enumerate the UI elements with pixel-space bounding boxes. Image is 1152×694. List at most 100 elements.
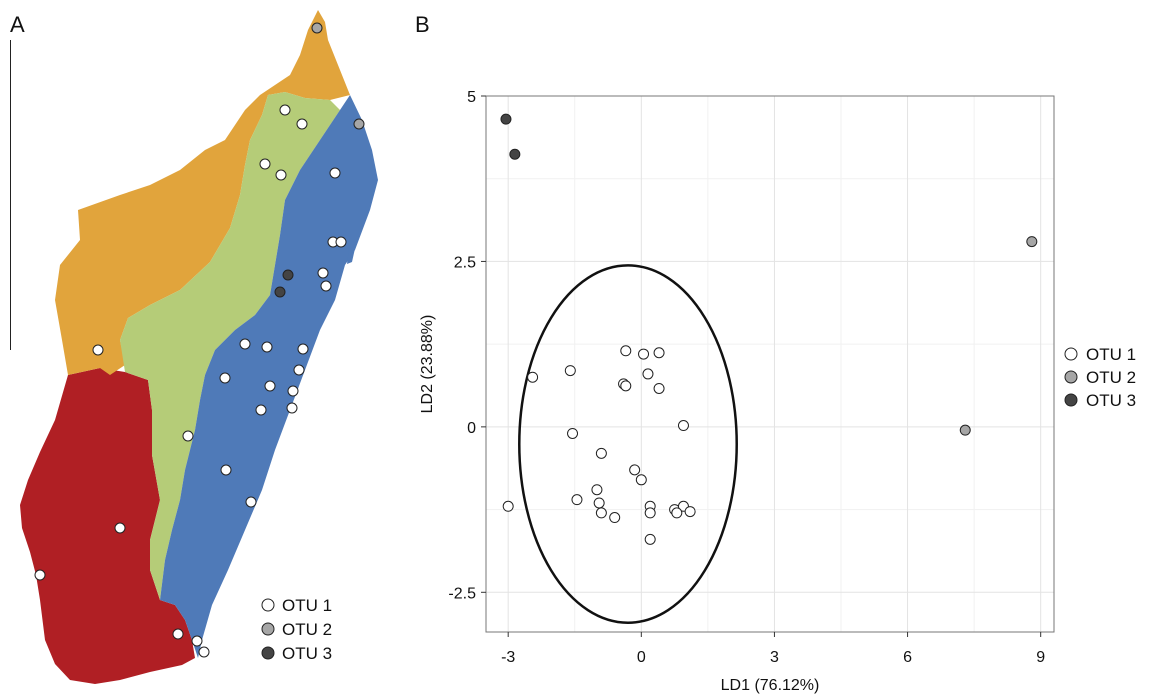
- x-axis: -3 0 3 6 9: [501, 632, 1045, 666]
- legend-label: OTU 3: [1086, 391, 1136, 410]
- scatter-point-otu-3: [500, 113, 512, 125]
- map-sample-point: [297, 343, 309, 355]
- region-central: [120, 92, 340, 600]
- scatter-point-otu-1: [642, 368, 654, 380]
- y-axis: 5 2.5 0 -2.5: [448, 89, 486, 602]
- scatter-point-otu-1: [571, 494, 583, 506]
- scatter-point-otu-1: [591, 484, 603, 496]
- map-sample-point: [114, 522, 126, 534]
- map-sample-point: [329, 167, 341, 179]
- map-sample-point: [275, 169, 287, 181]
- region-east: [160, 95, 378, 658]
- y-tick-label: 2.5: [454, 254, 476, 271]
- map-sample-point: [239, 338, 251, 350]
- ld-ellipse-group: [518, 264, 738, 624]
- scatter-point-otu-1: [527, 371, 539, 383]
- map-sample-point: [255, 404, 267, 416]
- scatter-point-otu-1: [629, 464, 641, 476]
- island-east: [347, 238, 356, 264]
- scatter-point-otu-1: [609, 512, 621, 524]
- legend-marker: [1064, 393, 1078, 407]
- map-legend-label: OTU 3: [282, 644, 332, 663]
- map-sample-point: [219, 372, 231, 384]
- scatter-point-otu-1: [684, 506, 696, 518]
- map-sample-point: [261, 341, 273, 353]
- map-legend-label: OTU 1: [282, 596, 332, 615]
- y-tick-label: 0: [467, 420, 476, 437]
- map-sample-point: [34, 569, 46, 581]
- map-legend-label: OTU 2: [282, 620, 332, 639]
- scatter-point-otu-1: [671, 507, 683, 519]
- map-sample-point: [172, 628, 184, 640]
- y-axis-label: LD2 (23.88%): [419, 315, 436, 414]
- x-tick-label: -3: [501, 649, 515, 666]
- scatter-point-otu-1: [635, 474, 647, 486]
- map-sample-point: [191, 635, 203, 647]
- map-sample-point: [286, 402, 298, 414]
- scatter-point-otu-2: [1026, 236, 1038, 248]
- scatter-point-otu-1: [644, 507, 656, 519]
- map-sample-point: [353, 118, 365, 130]
- map-sample-point: [264, 380, 276, 392]
- map-sample-point: [279, 104, 291, 116]
- x-axis-label: LD1 (76.12%): [721, 677, 820, 694]
- scatter-point-otu-1: [620, 380, 632, 392]
- map-sample-point: [282, 269, 294, 281]
- scatter-point-otu-1: [644, 533, 656, 545]
- plot-background: [486, 96, 1054, 632]
- y-tick-label: 5: [467, 89, 476, 106]
- map-legend-marker: [261, 622, 275, 636]
- map-sample-point: [296, 118, 308, 130]
- scatter-point-otu-3: [509, 148, 521, 160]
- scatter-point-otu-1: [567, 427, 579, 439]
- region-north: [55, 10, 350, 375]
- map-sample-point: [320, 280, 332, 292]
- map-sample-point: [311, 22, 323, 34]
- legend-marker: [1064, 347, 1078, 361]
- panel-b-label: B: [415, 12, 430, 37]
- map-sample-point: [274, 286, 286, 298]
- map-sample-point: [198, 646, 210, 658]
- map-points: [34, 22, 365, 658]
- map-sample-point: [182, 430, 194, 442]
- scatter-point-otu-1: [595, 507, 607, 519]
- map-legend-marker: [261, 598, 275, 612]
- map-legend-marker: [261, 646, 275, 660]
- map-sample-point: [220, 464, 232, 476]
- x-tick-label: 0: [637, 649, 646, 666]
- map-sample-point: [92, 344, 104, 356]
- confidence-ellipse: [518, 264, 738, 624]
- x-tick-label: 6: [903, 649, 912, 666]
- y-tick-label: -2.5: [448, 585, 476, 602]
- scatter-point-otu-2: [959, 424, 971, 436]
- legend-marker: [1064, 370, 1078, 384]
- scatter-point-otu-1: [595, 447, 607, 459]
- scatter-point-otu-1: [502, 500, 514, 512]
- scatter-point-otu-1: [653, 382, 665, 394]
- map-legend: OTU 1 OTU 2 OTU 3: [261, 596, 332, 663]
- map-sample-point: [335, 236, 347, 248]
- scatter-point-otu-1: [593, 497, 605, 509]
- data-points: [500, 113, 1038, 545]
- scatter-point-otu-1: [638, 348, 650, 360]
- scatter-point-otu-1: [564, 365, 576, 377]
- scatter-point-otu-1: [653, 347, 665, 359]
- map-sample-point: [287, 385, 299, 397]
- map-sample-point: [259, 158, 271, 170]
- x-tick-label: 9: [1036, 649, 1045, 666]
- panel-a-label: A: [10, 12, 25, 37]
- map-sample-point: [245, 496, 257, 508]
- scatter-point-otu-1: [677, 420, 689, 432]
- scatter-point-otu-1: [620, 345, 632, 357]
- region-southwest: [20, 368, 195, 684]
- legend-label: OTU 1: [1086, 345, 1136, 364]
- madagascar-map: [20, 10, 378, 684]
- scatter-legend: OTU 1 OTU 2 OTU 3: [1064, 345, 1136, 410]
- map-sample-point: [317, 267, 329, 279]
- x-tick-label: 3: [770, 649, 779, 666]
- legend-label: OTU 2: [1086, 368, 1136, 387]
- map-sample-point: [293, 364, 305, 376]
- plot-frame: [485, 95, 1055, 633]
- scatter-chart: -3 0 3 6 9 5 2.5 0 -2.5 LD1 (76.12%) LD2 (23.88…: [419, 89, 1136, 694]
